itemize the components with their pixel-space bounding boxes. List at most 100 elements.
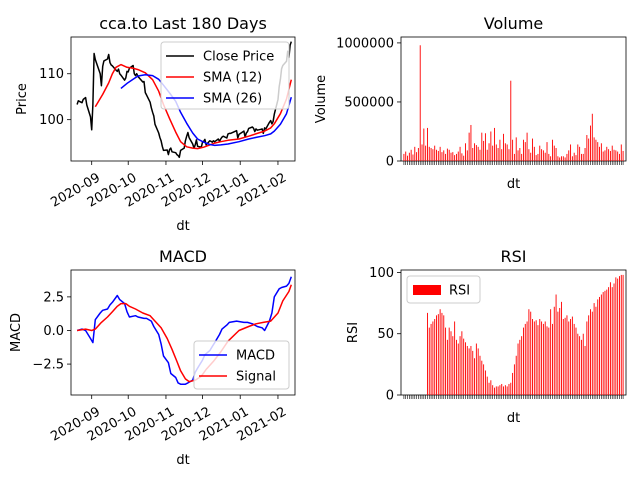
bar: [555, 148, 557, 161]
bar: [432, 321, 434, 395]
bar: [622, 150, 624, 161]
bar: [613, 283, 615, 395]
bar: [437, 314, 439, 395]
bar: [448, 327, 450, 395]
x-axis-label: dt: [507, 411, 520, 426]
bar: [486, 149, 488, 161]
bar: [584, 345, 586, 395]
bar: [448, 149, 450, 161]
bar: [539, 319, 541, 395]
rsi-panel: RSI dt 0 50 100 RSI RSI: [346, 247, 627, 426]
x-axis-label: dt: [507, 177, 520, 192]
y-tick-label: 100: [369, 266, 394, 281]
legend-label: MACD: [236, 349, 275, 364]
y-axis-label: MACD: [9, 313, 24, 352]
bar: [501, 149, 503, 161]
legend-label: Signal: [236, 370, 276, 385]
bar: [533, 146, 535, 161]
bar: [557, 311, 559, 395]
bar: [504, 385, 506, 395]
y-tick-label: 110: [39, 67, 64, 82]
bar: [506, 144, 508, 161]
bar: [602, 292, 604, 395]
bar: [457, 343, 459, 395]
bar: [619, 153, 620, 161]
bar: [528, 309, 530, 395]
bar: [494, 127, 495, 161]
bar: [622, 274, 624, 395]
bar: [546, 326, 548, 395]
bar: [436, 149, 437, 161]
bar: [586, 135, 588, 161]
bar: [445, 153, 447, 161]
bar: [490, 131, 492, 161]
bar: [439, 146, 441, 161]
y-tick-label: 2.5: [43, 290, 64, 305]
bar: [479, 355, 481, 395]
bar: [595, 306, 597, 395]
bar: [566, 315, 568, 395]
bar: [548, 153, 550, 161]
bar: [434, 319, 436, 395]
bar: [459, 146, 461, 161]
bar: [436, 315, 437, 395]
bar: [582, 333, 584, 395]
bar: [551, 139, 553, 161]
x-axis-label: dt: [176, 219, 189, 234]
bar: [443, 315, 445, 395]
bar: [430, 323, 432, 395]
bar: [501, 383, 503, 395]
bar: [582, 153, 584, 161]
bar: [412, 154, 414, 161]
bar: [542, 323, 544, 395]
bar: [515, 137, 517, 161]
bar: [555, 294, 557, 395]
bar: [492, 385, 494, 395]
bar: [595, 139, 597, 161]
bar: [615, 150, 617, 161]
bar: [604, 290, 606, 395]
bar: [562, 319, 564, 395]
bar: [513, 364, 515, 395]
bar: [499, 139, 501, 161]
bar: [483, 364, 485, 395]
bar: [434, 145, 436, 161]
bar: [568, 150, 570, 161]
bar: [532, 319, 533, 395]
bar: [524, 323, 526, 395]
bar: [486, 376, 488, 395]
bar: [421, 144, 423, 161]
bar: [466, 345, 468, 395]
bar: [504, 143, 506, 161]
bar: [503, 386, 504, 395]
bar: [526, 321, 528, 395]
bar: [428, 327, 430, 395]
bar: [588, 315, 590, 395]
bar: [452, 152, 454, 161]
bar: [544, 152, 546, 161]
y-axis-label: Volume: [314, 75, 329, 123]
bar: [517, 150, 519, 161]
bar: [454, 321, 456, 395]
y-tick-label: 50: [377, 327, 394, 342]
bar: [521, 336, 523, 395]
y-tick-label: −2.5: [32, 358, 64, 373]
chart-title: RSI: [501, 247, 527, 266]
bar: [419, 45, 421, 161]
bar: [428, 146, 430, 161]
bar: [405, 151, 407, 161]
chart-title: cca.to Last 180 Days: [99, 14, 267, 33]
bar: [530, 152, 532, 161]
bar: [463, 155, 465, 161]
bar: [521, 153, 523, 161]
bar: [539, 145, 541, 161]
bar: [427, 312, 428, 395]
bar: [494, 387, 495, 395]
bar: [577, 333, 579, 395]
bar: [455, 153, 457, 161]
bar: [619, 276, 620, 395]
bar: [463, 338, 465, 395]
bar: [541, 321, 543, 395]
bar: [597, 142, 599, 161]
bar: [571, 156, 573, 161]
